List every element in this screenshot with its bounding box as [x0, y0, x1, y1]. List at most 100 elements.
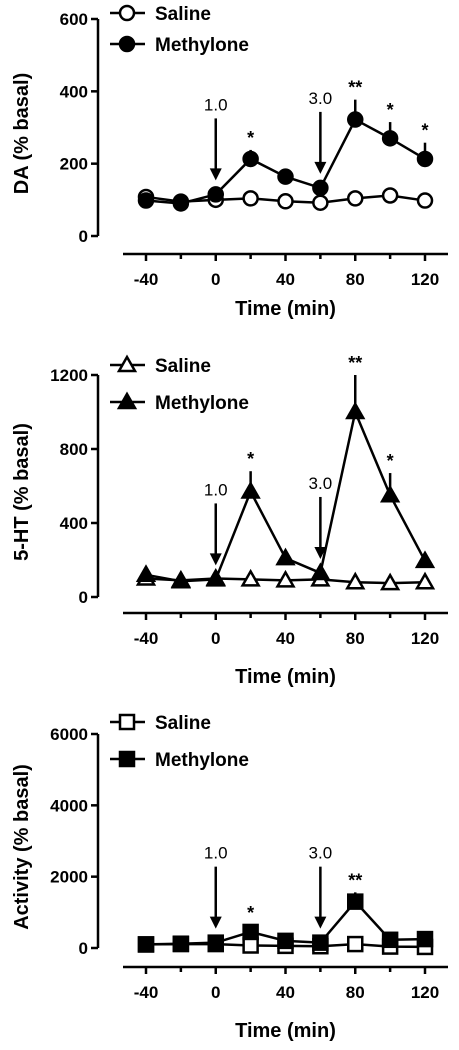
significance-marker: * [247, 903, 254, 923]
x-tick-label: 40 [276, 629, 295, 648]
legend-label-methylone: Methylone [155, 750, 249, 771]
data-point [275, 569, 296, 588]
x-axis-title: Time (min) [235, 666, 336, 688]
dose-label: 3.0 [309, 474, 333, 493]
legend-marker-saline [118, 4, 136, 22]
data-point [414, 550, 436, 569]
significance-marker: * [247, 449, 254, 469]
data-point [381, 931, 399, 949]
legend-label-saline: Saline [155, 356, 211, 377]
dose-arrow-head [209, 916, 222, 929]
dose-label: 1.0 [204, 480, 228, 499]
series-methylone [135, 375, 436, 589]
legend-label-methylone: Methylone [155, 393, 249, 414]
data-point [242, 937, 259, 954]
data-point [381, 130, 399, 147]
data-point [379, 484, 401, 503]
x-tick-label: 0 [211, 983, 220, 1002]
data-point [312, 194, 329, 211]
x-tick-label: 120 [411, 270, 439, 289]
data-point [172, 195, 190, 212]
x-tick-label: 80 [346, 270, 365, 289]
x-axis-title: Time (min) [235, 1020, 336, 1042]
y-tick-label: 2000 [50, 868, 88, 887]
dose-arrow-head [314, 161, 327, 174]
y-tick-label: 600 [60, 10, 88, 29]
y-tick-label: 6000 [50, 725, 88, 744]
x-tick-label: 80 [346, 629, 365, 648]
y-tick-label: 4000 [50, 796, 88, 815]
data-point [170, 570, 192, 589]
significance-marker: ** [348, 353, 362, 373]
series-methylone [137, 99, 434, 212]
data-point [345, 571, 366, 590]
data-point [242, 150, 259, 168]
data-point [345, 401, 366, 420]
data-point [240, 481, 261, 499]
data-point [312, 179, 329, 197]
x-tick-label: 0 [211, 270, 220, 289]
significance-marker: * [247, 128, 254, 148]
data-point [381, 187, 399, 204]
dose-arrow-head [209, 553, 222, 566]
significance-marker: ** [348, 78, 362, 98]
legend-marker-saline [118, 713, 136, 731]
data-point [135, 564, 157, 583]
data-point [347, 190, 364, 207]
x-tick-label: 120 [411, 983, 439, 1002]
y-axis-title: 5-HT (% basal) [11, 423, 33, 561]
x-tick-label: 0 [211, 629, 220, 648]
x-tick-label: 80 [346, 983, 365, 1002]
legend-label-saline: Saline [155, 4, 211, 25]
data-point [277, 168, 294, 185]
significance-marker: ** [348, 870, 362, 890]
y-tick-label: 0 [79, 227, 88, 246]
dose-label: 1.0 [204, 844, 228, 863]
dose-arrow-head [314, 546, 327, 559]
chart-panel-2: 0 400 800 1200 5-HT (% basal) -40 0 40 80 120 Time… [11, 353, 448, 688]
data-point [137, 192, 155, 209]
series-line [145, 117, 426, 205]
y-tick-label: 800 [60, 440, 88, 459]
y-tick-label: 400 [60, 82, 88, 101]
y-tick-label: 1200 [50, 366, 88, 385]
data-point [414, 571, 436, 590]
y-tick-label: 400 [60, 514, 88, 533]
data-point [275, 547, 296, 566]
dose-label: 3.0 [309, 89, 333, 108]
data-point [242, 923, 259, 941]
dose-label: 1.0 [204, 95, 228, 114]
data-point [347, 935, 364, 953]
legend-marker-saline [116, 354, 138, 373]
y-tick-label: 200 [60, 155, 88, 174]
y-tick-label: 0 [79, 588, 88, 607]
x-tick-label: 40 [276, 270, 295, 289]
data-point [347, 893, 364, 910]
x-tick-label: -40 [134, 270, 159, 289]
dose-arrow-head [314, 916, 327, 929]
data-point [172, 935, 190, 952]
y-axis-title: DA (% basal) [11, 73, 33, 195]
data-point [205, 568, 226, 587]
data-point [310, 562, 331, 581]
significance-marker: * [387, 100, 394, 120]
chart-panel-3: 0 2000 4000 6000 Activity (% basal) -40 0 40 80 1… [11, 713, 448, 1042]
legend-marker-methylone [118, 35, 136, 53]
legend-label-methylone: Methylone [155, 35, 249, 56]
data-point [347, 111, 364, 128]
data-point [277, 193, 294, 210]
x-tick-label: 120 [411, 629, 439, 648]
y-tick-label: 0 [79, 939, 88, 958]
data-point [207, 934, 224, 951]
significance-marker: * [387, 451, 394, 471]
legend-marker-methylone [116, 391, 138, 410]
x-axis-title: Time (min) [235, 298, 336, 320]
series-methylone [137, 892, 434, 953]
legend-label-saline: Saline [155, 713, 211, 734]
data-point [416, 192, 434, 209]
data-point [240, 568, 261, 587]
dose-arrow-head [209, 168, 222, 181]
data-point [416, 930, 434, 948]
y-axis-title: Activity (% basal) [11, 764, 33, 930]
data-point [277, 932, 294, 950]
